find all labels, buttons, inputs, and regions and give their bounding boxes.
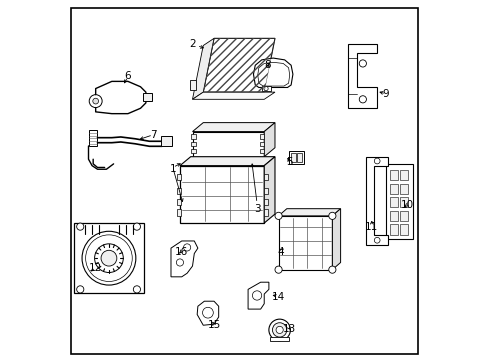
Circle shape — [93, 98, 99, 104]
Bar — [400, 170, 407, 180]
Polygon shape — [192, 132, 264, 157]
Text: 15: 15 — [207, 320, 220, 330]
Bar — [389, 211, 397, 221]
Circle shape — [359, 60, 366, 67]
Text: 3: 3 — [253, 204, 260, 214]
Bar — [389, 170, 397, 180]
Text: 14: 14 — [271, 292, 285, 302]
Bar — [177, 199, 180, 205]
Circle shape — [85, 235, 132, 282]
Circle shape — [359, 96, 366, 103]
Circle shape — [133, 223, 140, 230]
Circle shape — [373, 158, 379, 164]
Polygon shape — [192, 123, 274, 132]
Polygon shape — [171, 241, 198, 277]
Circle shape — [202, 307, 213, 318]
Circle shape — [94, 244, 123, 273]
Bar — [191, 141, 195, 146]
Circle shape — [101, 250, 117, 266]
Polygon shape — [278, 209, 340, 216]
Text: 4: 4 — [277, 247, 283, 257]
Circle shape — [77, 286, 83, 293]
Bar — [297, 153, 301, 162]
Circle shape — [274, 266, 282, 273]
Bar — [400, 225, 407, 234]
Bar — [261, 86, 270, 91]
Bar — [190, 80, 196, 90]
Text: 6: 6 — [124, 71, 131, 81]
Bar — [74, 223, 144, 293]
Polygon shape — [348, 44, 376, 108]
Text: 2: 2 — [189, 39, 195, 49]
Bar — [177, 174, 180, 180]
Circle shape — [133, 286, 140, 293]
Bar — [264, 210, 267, 216]
Text: 9: 9 — [382, 89, 388, 99]
Polygon shape — [180, 157, 274, 166]
Text: 13: 13 — [282, 324, 295, 334]
Circle shape — [252, 291, 261, 300]
Polygon shape — [192, 92, 274, 99]
Polygon shape — [332, 209, 340, 270]
Bar — [191, 134, 195, 139]
Polygon shape — [264, 157, 274, 223]
Polygon shape — [180, 166, 264, 223]
Polygon shape — [192, 39, 214, 99]
Circle shape — [183, 244, 190, 251]
Bar — [270, 337, 288, 341]
Bar — [260, 134, 264, 139]
Bar — [260, 149, 264, 153]
Text: 12: 12 — [89, 263, 102, 273]
Bar — [386, 164, 412, 239]
Bar — [389, 197, 397, 207]
Circle shape — [176, 259, 183, 266]
Bar — [191, 149, 195, 153]
Circle shape — [264, 86, 267, 91]
Circle shape — [82, 231, 136, 285]
Circle shape — [328, 266, 335, 273]
Text: 1: 1 — [169, 164, 176, 174]
Circle shape — [268, 319, 290, 341]
Text: 5: 5 — [285, 157, 292, 167]
Text: 10: 10 — [400, 200, 413, 210]
Polygon shape — [366, 157, 387, 244]
Circle shape — [276, 326, 283, 333]
Polygon shape — [278, 216, 332, 270]
Circle shape — [77, 223, 83, 230]
Polygon shape — [253, 58, 292, 87]
Bar — [389, 184, 397, 194]
Circle shape — [272, 323, 286, 337]
Bar — [291, 153, 295, 162]
Bar — [264, 188, 267, 194]
Polygon shape — [257, 62, 289, 86]
Bar — [88, 130, 97, 146]
Text: 7: 7 — [149, 130, 156, 140]
Bar — [161, 135, 172, 146]
Bar — [289, 151, 303, 164]
Bar — [400, 211, 407, 221]
Bar — [400, 184, 407, 194]
Bar — [177, 188, 180, 194]
Bar — [264, 174, 267, 180]
Circle shape — [328, 212, 335, 220]
Polygon shape — [247, 282, 268, 309]
Polygon shape — [197, 301, 218, 325]
Text: 8: 8 — [264, 60, 270, 70]
Circle shape — [373, 237, 379, 243]
Circle shape — [89, 95, 102, 108]
Text: 11: 11 — [365, 222, 378, 231]
Bar — [389, 225, 397, 234]
Circle shape — [274, 212, 282, 220]
Bar — [177, 210, 180, 216]
Bar — [260, 141, 264, 146]
Bar — [400, 197, 407, 207]
Bar — [143, 93, 152, 101]
Polygon shape — [203, 39, 274, 92]
Bar — [264, 199, 267, 205]
Polygon shape — [264, 123, 274, 157]
Text: 16: 16 — [175, 247, 188, 257]
